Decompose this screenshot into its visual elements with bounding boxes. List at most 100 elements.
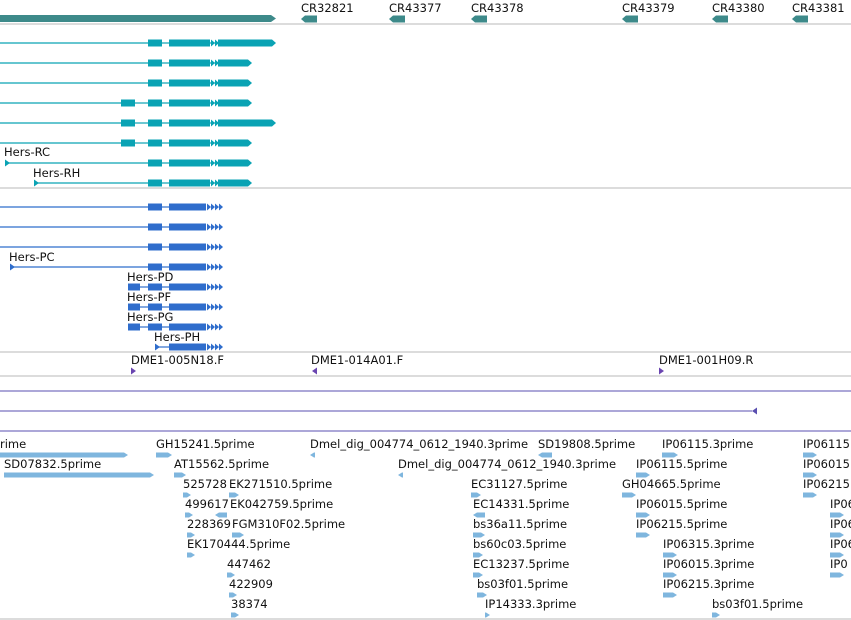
cds-block[interactable] xyxy=(128,323,140,331)
est-feature[interactable] xyxy=(803,452,817,458)
est-feature[interactable] xyxy=(4,472,154,478)
exon-block[interactable] xyxy=(218,79,252,87)
direction-chevrons xyxy=(219,323,223,331)
exon-block[interactable] xyxy=(169,59,210,67)
gene-feature-CR43378[interactable] xyxy=(471,15,487,23)
exon-block[interactable] xyxy=(218,139,252,147)
exon-block[interactable] xyxy=(218,59,252,67)
est-feature[interactable] xyxy=(636,532,650,538)
gene-feature-CR43377[interactable] xyxy=(389,15,405,23)
cds-block[interactable] xyxy=(169,343,206,351)
est-feature[interactable] xyxy=(636,472,650,478)
est-feature[interactable] xyxy=(485,612,490,618)
est-label: 228369 xyxy=(187,517,231,531)
cds-block[interactable] xyxy=(148,283,162,291)
cds-block[interactable] xyxy=(169,263,206,271)
exon-block[interactable] xyxy=(148,139,162,147)
est-feature[interactable] xyxy=(187,532,195,538)
gene-feature-CR43381[interactable] xyxy=(792,15,808,23)
direction-chevrons xyxy=(219,223,223,231)
exon-block[interactable] xyxy=(169,99,210,107)
cds-block[interactable] xyxy=(148,203,162,211)
cds-block[interactable] xyxy=(148,243,162,251)
est-feature[interactable] xyxy=(477,592,487,598)
est-feature[interactable] xyxy=(310,452,315,458)
est-feature[interactable] xyxy=(473,512,485,518)
est-feature[interactable] xyxy=(229,592,237,598)
est-feature[interactable] xyxy=(830,532,844,538)
exon-block[interactable] xyxy=(148,79,162,87)
est-feature[interactable] xyxy=(830,512,844,518)
exon-block[interactable] xyxy=(148,159,162,167)
est-feature[interactable] xyxy=(473,572,483,578)
est-feature[interactable] xyxy=(663,592,677,598)
exon-block[interactable] xyxy=(169,179,210,187)
exon-block[interactable] xyxy=(218,119,276,127)
exon-block[interactable] xyxy=(121,119,135,127)
exon-block[interactable] xyxy=(169,119,210,127)
exon-block[interactable] xyxy=(169,39,210,47)
est-feature[interactable] xyxy=(636,512,650,518)
gene-feature-CR43379[interactable] xyxy=(622,15,638,23)
exon-block[interactable] xyxy=(148,119,162,127)
est-feature[interactable] xyxy=(187,552,195,558)
est-feature[interactable] xyxy=(830,552,844,558)
gene-bar[interactable] xyxy=(0,15,271,22)
est-feature[interactable] xyxy=(229,492,239,498)
cds-block[interactable] xyxy=(128,303,140,311)
cds-block[interactable] xyxy=(169,223,206,231)
exon-block[interactable] xyxy=(148,99,162,107)
est-feature[interactable] xyxy=(663,552,677,558)
est-feature[interactable] xyxy=(0,452,128,458)
cds-block[interactable] xyxy=(148,263,162,271)
est-feature[interactable] xyxy=(174,472,186,478)
cds-block[interactable] xyxy=(128,283,140,291)
cds-block[interactable] xyxy=(148,303,162,311)
cds-block[interactable] xyxy=(169,303,206,311)
exon-block[interactable] xyxy=(121,99,135,107)
exon-block[interactable] xyxy=(169,139,210,147)
exon-block[interactable] xyxy=(148,59,162,67)
exon-block[interactable] xyxy=(148,39,162,47)
cds-block[interactable] xyxy=(148,223,162,231)
exon-block[interactable] xyxy=(218,179,252,187)
est-feature[interactable] xyxy=(622,492,636,498)
est-feature[interactable] xyxy=(215,512,227,518)
est-label: IP14333.3prime xyxy=(485,597,576,611)
est-feature[interactable] xyxy=(231,612,239,618)
est-feature[interactable] xyxy=(712,612,720,618)
exon-block[interactable] xyxy=(218,159,252,167)
clone-label: DME1-001H09.R xyxy=(659,353,753,367)
est-feature[interactable] xyxy=(663,572,677,578)
exon-block[interactable] xyxy=(169,159,210,167)
est-feature[interactable] xyxy=(183,492,191,498)
exon-block[interactable] xyxy=(218,39,276,47)
direction-chevrons xyxy=(207,303,211,311)
cds-block[interactable] xyxy=(169,323,206,331)
est-feature[interactable] xyxy=(473,532,485,538)
est-feature[interactable] xyxy=(662,452,678,458)
cds-block[interactable] xyxy=(169,203,206,211)
cds-block[interactable] xyxy=(169,283,206,291)
exon-block[interactable] xyxy=(169,79,210,87)
est-feature[interactable] xyxy=(803,492,817,498)
est-feature[interactable] xyxy=(830,572,844,578)
exon-block[interactable] xyxy=(218,99,252,107)
est-feature[interactable] xyxy=(538,452,552,458)
cds-block[interactable] xyxy=(169,243,206,251)
est-feature[interactable] xyxy=(156,452,172,458)
gene-feature-CR43380[interactable] xyxy=(712,15,728,23)
cds-block[interactable] xyxy=(148,323,162,331)
est-feature[interactable] xyxy=(473,552,483,558)
direction-chevrons xyxy=(219,303,223,311)
est-feature[interactable] xyxy=(803,472,817,478)
exon-block[interactable] xyxy=(148,179,162,187)
est-feature[interactable] xyxy=(471,492,481,498)
est-feature[interactable] xyxy=(232,532,244,538)
est-feature[interactable] xyxy=(185,512,193,518)
gene-feature-CR32821[interactable] xyxy=(301,15,317,23)
exon-block[interactable] xyxy=(121,139,135,147)
est-feature[interactable] xyxy=(227,572,235,578)
est-feature[interactable] xyxy=(398,472,403,478)
